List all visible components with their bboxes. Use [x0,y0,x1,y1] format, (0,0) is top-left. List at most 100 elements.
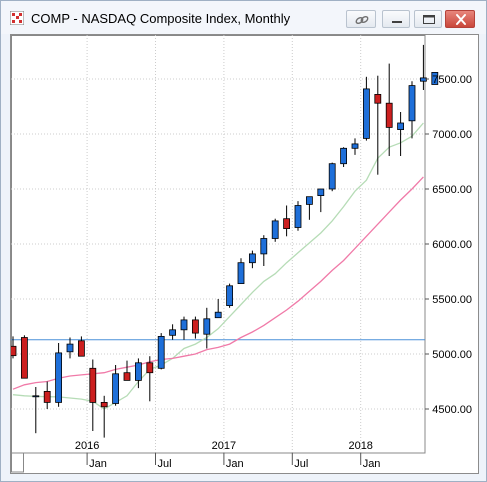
y-tick-label: 5000.00 [432,349,472,361]
candle [248,250,256,269]
candle-body [294,205,302,228]
candle-body [237,262,245,284]
y-tick-label: 4500.00 [432,404,472,416]
candle [317,188,325,213]
maximize-icon [423,15,435,24]
year-label: 2016 [75,440,99,452]
candle-body [11,345,17,357]
candle-body [89,367,97,403]
year-label: 2017 [212,440,236,452]
candle-body [157,335,165,369]
candle [20,335,28,379]
candle-body [397,122,405,130]
chart-area[interactable]: 4500.00 5000.00 5500.00 6000.00 6500.00 7000.… [10,34,479,474]
candle [374,75,382,175]
candle [305,196,313,220]
candle [351,138,359,155]
candle-body [226,285,234,307]
candle-body [362,88,370,139]
candle-body [32,395,40,398]
y-tick-label: 7500.00 [432,74,472,86]
y-tick-label: 6500.00 [432,184,472,196]
candle [146,356,154,402]
minimize-icon [392,21,402,23]
candle [135,358,142,389]
chart-app-icon [10,11,24,25]
window-title: COMP - NASDAQ Composite Index, Monthly [31,11,291,26]
moving-average-short [12,122,424,410]
candle-body [123,372,131,381]
moving-average-long [12,176,424,390]
x-tick-label: Jan [89,458,107,470]
candle-body [248,253,256,264]
candle-body [169,329,177,336]
candle [328,162,336,192]
candle-body [78,340,85,357]
candle-body [100,401,108,408]
x-tick-label: Jan [226,458,244,470]
candle-body [340,147,348,165]
candle-body [146,362,154,374]
x-tick-label: Jul [158,458,172,470]
y-tick-label: 6000.00 [432,239,472,251]
candle [180,316,188,340]
candle [397,112,405,156]
candle-body [385,102,393,128]
candle [340,147,348,167]
candle-body [374,94,382,104]
candle-body [328,163,336,190]
candle-body [283,218,291,229]
y-tick-label: 5500.00 [432,294,472,306]
candle [294,201,302,231]
candle [283,205,291,237]
candle [385,63,393,156]
candle [408,81,416,139]
candle-body [317,188,325,196]
candle-body [20,337,28,379]
scroll-box [11,452,24,473]
candle-body [431,72,439,85]
candle-body [419,77,427,82]
candle [55,343,62,407]
candle [419,44,427,90]
candle-body [112,373,119,404]
candle [191,316,199,339]
candle [214,299,222,319]
link-icon [355,15,369,25]
title-bar[interactable]: COMP - NASDAQ Composite Index, Monthly [1,1,486,34]
candle-body [260,238,268,255]
candle-body [191,319,199,334]
candle [78,336,85,357]
candle [362,76,370,141]
candle-body [214,311,222,319]
candle [66,337,74,359]
candle [43,381,51,409]
candle-body [43,390,51,403]
candlestick-chart[interactable]: 4500.00 5000.00 5500.00 6000.00 6500.00 7000.… [11,35,478,473]
candle-body [135,362,142,381]
candle-body [408,85,416,122]
x-tick-label: Jul [294,458,308,470]
candle-body [180,319,188,331]
candle [169,324,177,340]
candle-body [66,343,74,353]
candle [89,359,97,431]
candle [157,333,165,370]
minimize-button[interactable] [382,10,410,28]
year-label: 2018 [348,440,372,452]
candle-body [55,352,62,403]
maximize-button[interactable] [414,10,442,28]
link-button[interactable] [346,10,376,28]
y-tick-label: 7000.00 [432,129,472,141]
candle-body [271,220,279,239]
candle [203,307,211,349]
candle [226,283,234,308]
candle [271,218,279,242]
close-button[interactable] [445,10,475,28]
candle [431,72,439,85]
candle [237,258,245,284]
candle-body [203,318,211,335]
candle [112,365,119,406]
candle [260,235,268,266]
